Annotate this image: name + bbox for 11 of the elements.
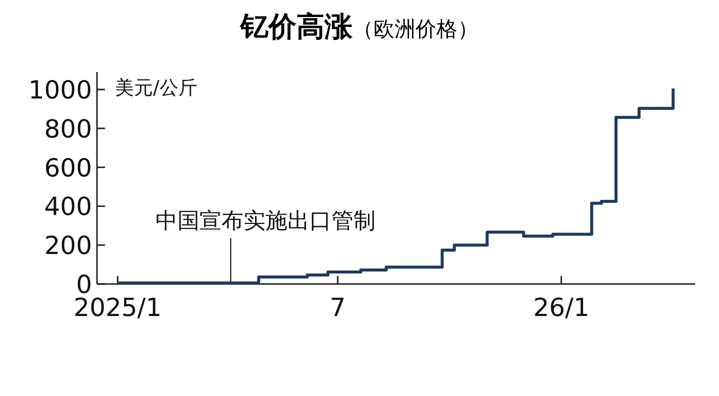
y-tick-label: 600	[44, 153, 92, 182]
y-tick-label: 400	[44, 192, 92, 222]
x-tick-label: 7	[330, 293, 346, 322]
ref-line-label: 中国宣布实施出口管制	[156, 209, 376, 234]
chart-subtitle: （欧洲价格）	[352, 17, 478, 41]
x-tick-label: 26/1	[533, 293, 590, 322]
y-tick-label: 800	[44, 114, 92, 144]
y-axis-title: 美元/公斤	[115, 77, 198, 99]
y-tick-label: 200	[44, 231, 92, 260]
y-tick-label: 1000	[28, 76, 92, 105]
chart-title: 钇价高涨	[240, 10, 354, 43]
